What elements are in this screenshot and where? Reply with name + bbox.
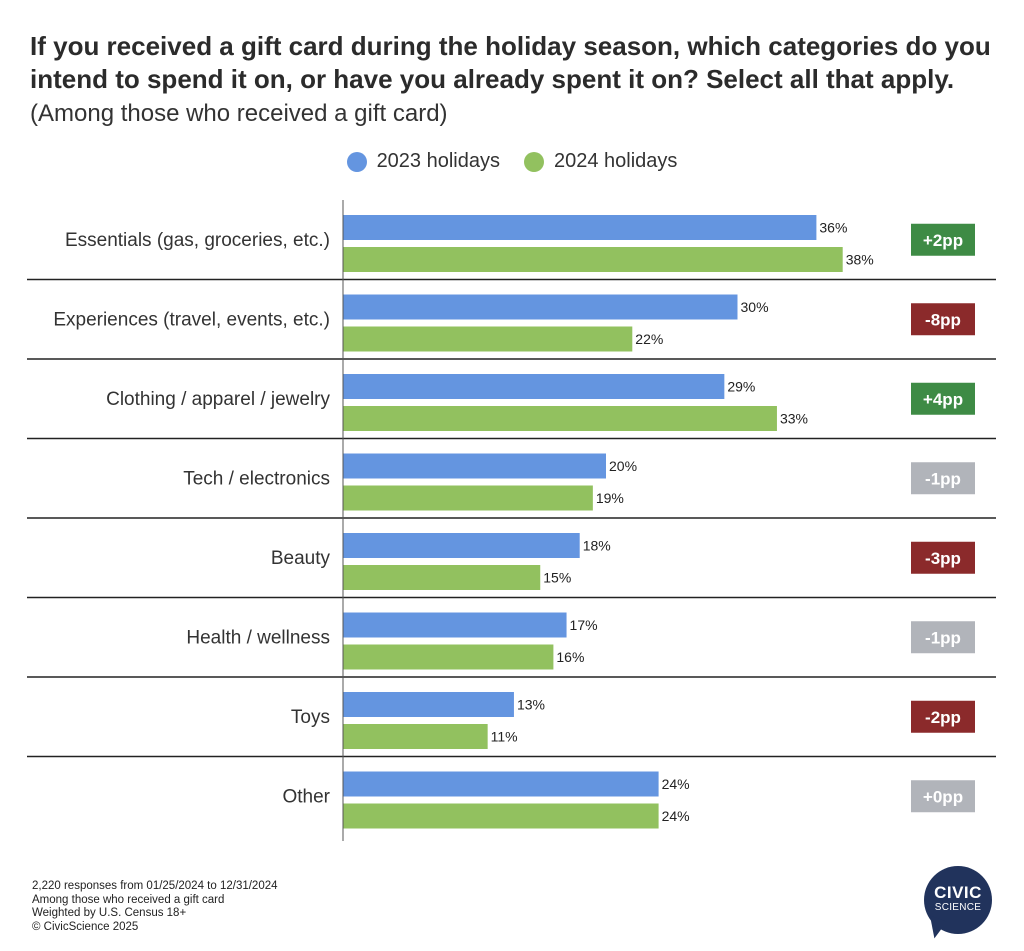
legend-item-2023: 2023 holidays [346,150,500,173]
change-badge-label: -3pp [925,549,961,568]
bar-2023 [343,612,567,638]
bar-2023 [343,374,725,399]
data-label-2023: 24% [662,776,690,792]
change-badge-label: +2pp [923,231,963,250]
legend-swatch-2023 [346,151,367,172]
data-label-2023: 20% [609,458,637,474]
bar-2024 [343,803,659,829]
footnote-weighting: Weighted by U.S. Census 18+ [32,907,187,919]
data-label-2024: 15% [543,570,571,586]
change-badge-label: -8pp [925,310,961,329]
data-label-2024: 22% [635,331,663,347]
data-label-2024: 24% [662,808,690,824]
footnote-population: Among those who received a gift card [32,893,225,906]
bar-2024 [343,326,633,352]
logo-word-civic: CIVIC [934,883,982,902]
change-badge-label: +0pp [923,787,963,806]
logo-word-science: SCIENCE [934,902,982,913]
category-label: Tech / electronics [183,468,330,489]
data-label-2024: 16% [556,649,584,665]
change-badge-label: +4pp [923,390,963,409]
data-label-2023: 18% [583,538,611,554]
legend-swatch-2024 [524,151,544,172]
change-badge-label: -1pp [925,469,961,488]
footnote-responses: 2,220 responses from 01/25/2024 to 12/31… [32,880,278,892]
bar-2024 [343,565,541,590]
category-label: Clothing / apparel / jewelry [106,389,330,410]
bar-2023 [343,294,738,320]
change-badge [911,303,975,336]
bar-2023 [343,692,514,717]
change-badge [911,223,975,256]
bar-2024 [343,644,554,670]
bar-2023 [343,533,580,558]
logo-bubble [924,866,992,934]
civicscience-logo: CIVIC SCIENCE [923,866,994,941]
bar-2024 [343,724,488,749]
bar-2023 [343,215,817,240]
bar-2023 [343,453,606,479]
chart-title-text: If you received a gift card during the h… [30,31,991,94]
bar-2024 [343,247,843,272]
data-label-2023: 17% [570,617,598,633]
change-badge [911,780,975,813]
bar-2024 [343,406,777,431]
change-badge [911,462,975,495]
legend: 2023 holidays 2024 holidays [0,150,1024,173]
data-label-2024: 19% [596,490,624,506]
data-label-2023: 13% [517,697,545,713]
change-badge [911,621,975,654]
category-label: Health / wellness [186,627,330,648]
category-label: Essentials (gas, groceries, etc.) [65,230,330,251]
chart-title: If you received a gift card during the h… [30,30,1000,130]
legend-label-2024: 2024 holidays [554,150,678,172]
data-label-2023: 30% [741,299,769,315]
chart-subtitle: (Among those who received a gift card) [30,100,448,127]
footnote-copyright: © CivicScience 2025 [32,920,139,933]
bar-2024 [343,485,593,511]
change-badge [911,382,975,415]
legend-item-2024: 2024 holidays [524,150,677,173]
bar-2023 [343,771,659,797]
change-badge-label: -1pp [925,628,961,647]
data-label-2023: 29% [727,379,755,395]
legend-label-2023: 2023 holidays [376,150,500,172]
data-label-2024: 38% [846,252,874,268]
category-label: Toys [291,707,330,728]
category-label: Experiences (travel, events, etc.) [53,309,330,330]
change-badge [911,541,975,574]
data-label-2024: 33% [780,411,808,427]
change-badge-label: -2pp [925,708,961,727]
bar-chart: Essentials (gas, groceries, etc.) 36% 38% +… [27,200,996,841]
footnotes: 2,220 responses from 01/25/2024 to 12/31… [32,880,278,934]
change-badge [911,700,975,733]
category-label: Beauty [271,548,331,569]
data-label-2023: 36% [819,220,847,236]
category-label: Other [282,786,330,807]
data-label-2024: 11% [491,729,518,745]
